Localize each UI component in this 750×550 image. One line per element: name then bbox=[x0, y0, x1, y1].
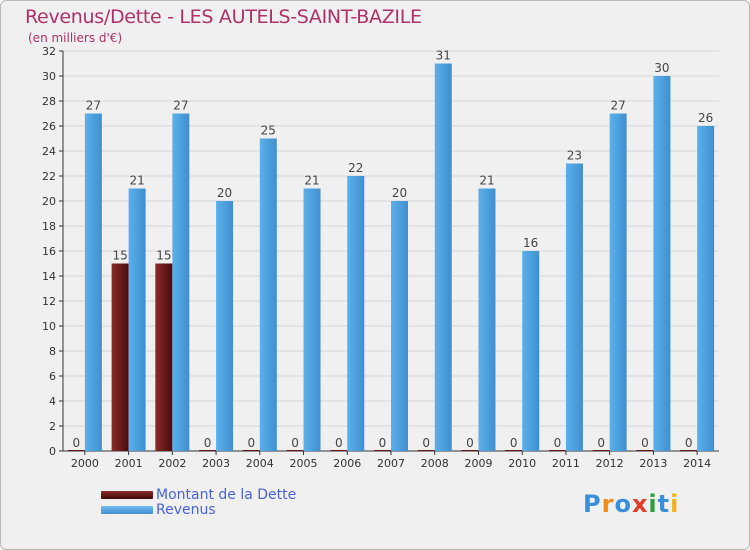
bar-revenue bbox=[84, 113, 102, 451]
bar-revenue bbox=[565, 163, 583, 451]
y-tick-label: 14 bbox=[42, 270, 56, 283]
logo-letter: P bbox=[583, 490, 602, 518]
x-tick-label: 2000 bbox=[71, 457, 99, 470]
chart-title: Revenus/Dette - LES AUTELS-SAINT-BAZILE bbox=[25, 6, 422, 28]
x-tick-label: 2005 bbox=[290, 457, 318, 470]
logo-letter: r bbox=[601, 490, 615, 518]
data-label-debt: 0 bbox=[510, 436, 518, 450]
legend-label-revenue: Revenus bbox=[156, 502, 216, 518]
chart-subtitle: (en milliers d'€) bbox=[28, 31, 123, 45]
data-label-revenue: 27 bbox=[173, 99, 188, 113]
data-label-revenue: 31 bbox=[436, 49, 451, 63]
y-tick-label: 18 bbox=[42, 220, 56, 233]
y-tick-label: 6 bbox=[49, 370, 56, 383]
x-tick-label: 2011 bbox=[552, 457, 580, 470]
data-label-revenue: 22 bbox=[348, 161, 363, 175]
data-label-revenue: 20 bbox=[217, 186, 232, 200]
bar-revenue bbox=[609, 113, 627, 451]
data-label-revenue: 23 bbox=[567, 149, 582, 163]
data-label-revenue: 27 bbox=[86, 99, 101, 113]
bar-revenue bbox=[128, 188, 146, 451]
x-tick-label: 2004 bbox=[246, 457, 274, 470]
x-tick-label: 2007 bbox=[377, 457, 405, 470]
data-label-debt: 0 bbox=[597, 436, 605, 450]
legend-swatch-debt bbox=[101, 491, 153, 499]
data-label-revenue: 30 bbox=[654, 61, 669, 75]
legend-swatch-revenue bbox=[101, 506, 153, 514]
y-tick-label: 24 bbox=[42, 145, 56, 158]
y-tick-label: 16 bbox=[42, 245, 56, 258]
bar-revenue bbox=[522, 251, 540, 451]
y-tick-label: 2 bbox=[49, 420, 56, 433]
data-label-debt: 15 bbox=[156, 249, 171, 263]
data-label-revenue: 26 bbox=[698, 111, 713, 125]
data-label-revenue: 20 bbox=[392, 186, 407, 200]
y-tick-label: 28 bbox=[42, 95, 56, 108]
data-label-debt: 0 bbox=[247, 436, 255, 450]
logo-letter: o bbox=[614, 490, 632, 518]
x-tick-label: 2012 bbox=[596, 457, 624, 470]
data-label-debt: 0 bbox=[73, 436, 81, 450]
data-label-debt: 0 bbox=[554, 436, 562, 450]
y-tick-label: 26 bbox=[42, 120, 56, 133]
y-tick-label: 0 bbox=[49, 445, 56, 458]
logo-letter: t bbox=[657, 490, 671, 518]
y-tick-label: 8 bbox=[49, 345, 56, 358]
bar-revenue bbox=[434, 63, 452, 451]
x-tick-label: 2009 bbox=[464, 457, 492, 470]
data-label-revenue: 21 bbox=[479, 174, 494, 188]
x-tick-label: 2003 bbox=[202, 457, 230, 470]
y-tick-label: 20 bbox=[42, 195, 56, 208]
data-label-revenue: 27 bbox=[611, 99, 626, 113]
x-tick-label: 2013 bbox=[639, 457, 667, 470]
logo-letter: i bbox=[670, 490, 680, 518]
x-tick-label: 2014 bbox=[683, 457, 711, 470]
proxiti-logo: Proxiti bbox=[583, 490, 679, 518]
bar-revenue bbox=[697, 126, 715, 451]
y-tick-label: 30 bbox=[42, 70, 56, 83]
bar-revenue bbox=[303, 188, 321, 451]
bar-revenue bbox=[391, 201, 408, 451]
data-label-debt: 0 bbox=[204, 436, 212, 450]
legend-label-debt: Montant de la Dette bbox=[156, 487, 297, 503]
data-label-debt: 0 bbox=[422, 436, 430, 450]
bar-revenue bbox=[172, 113, 190, 451]
logo-letter: x bbox=[631, 490, 649, 518]
bar-revenue bbox=[347, 176, 365, 451]
bar-revenue bbox=[653, 76, 671, 451]
bar-revenue bbox=[259, 138, 277, 451]
data-label-debt: 0 bbox=[641, 436, 649, 450]
bar-debt bbox=[111, 263, 129, 451]
data-label-debt: 15 bbox=[112, 249, 127, 263]
bar-debt bbox=[155, 263, 173, 451]
y-tick-label: 10 bbox=[42, 320, 56, 333]
bar-revenue bbox=[216, 201, 234, 451]
data-label-debt: 0 bbox=[335, 436, 343, 450]
logo-letter: i bbox=[648, 490, 658, 518]
data-label-revenue: 16 bbox=[523, 236, 538, 250]
x-tick-label: 2002 bbox=[158, 457, 186, 470]
data-label-revenue: 21 bbox=[304, 174, 319, 188]
data-label-debt: 0 bbox=[685, 436, 693, 450]
y-tick-label: 22 bbox=[42, 170, 56, 183]
x-tick-label: 2010 bbox=[508, 457, 536, 470]
data-label-debt: 0 bbox=[466, 436, 474, 450]
bar-revenue bbox=[478, 188, 496, 451]
x-tick-label: 2001 bbox=[115, 457, 143, 470]
y-tick-label: 32 bbox=[42, 45, 56, 58]
x-tick-label: 2006 bbox=[333, 457, 361, 470]
y-tick-label: 4 bbox=[49, 395, 56, 408]
y-tick-label: 12 bbox=[42, 295, 56, 308]
x-tick-label: 2008 bbox=[421, 457, 449, 470]
data-label-revenue: 25 bbox=[261, 124, 276, 138]
data-label-revenue: 21 bbox=[129, 174, 144, 188]
data-label-debt: 0 bbox=[379, 436, 387, 450]
data-label-debt: 0 bbox=[291, 436, 299, 450]
